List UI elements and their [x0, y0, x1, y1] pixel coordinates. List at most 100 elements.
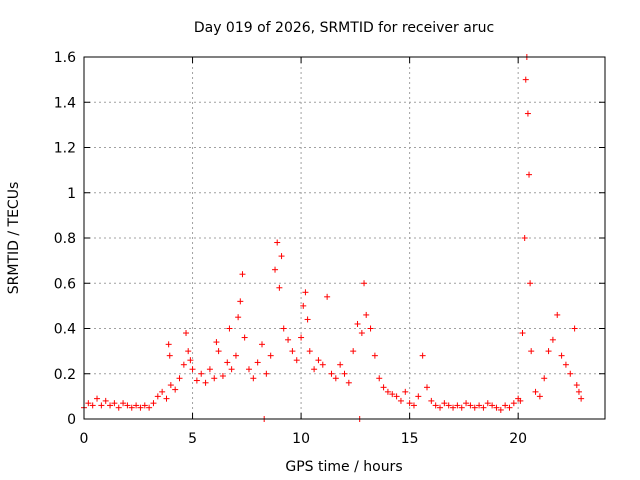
data-point [526, 171, 533, 178]
data-point [380, 384, 387, 391]
data-point [376, 375, 383, 382]
data-point [215, 348, 222, 355]
data-point [524, 110, 531, 117]
y-axis-label: SRMTID / TECUs [6, 182, 22, 295]
data-point [172, 386, 179, 393]
data-point [180, 361, 187, 368]
data-point [384, 388, 391, 395]
data-point [571, 325, 578, 332]
data-point [437, 404, 444, 411]
data-point [532, 388, 539, 395]
data-point [522, 76, 529, 83]
grid-lines [84, 57, 605, 419]
data-point [193, 377, 200, 384]
data-point [484, 400, 491, 407]
data-point [241, 334, 248, 341]
data-point [289, 348, 296, 355]
data-point [562, 361, 569, 368]
data-points [81, 54, 585, 422]
data-point [463, 400, 470, 407]
data-point [363, 311, 370, 318]
data-point [441, 400, 448, 407]
data-point [506, 404, 513, 411]
data-point [124, 402, 131, 409]
data-point [367, 325, 374, 332]
data-point [476, 402, 483, 409]
data-point [250, 375, 257, 382]
data-point [549, 336, 556, 343]
data-point [276, 284, 283, 291]
data-point [324, 293, 331, 300]
y-tick-label: 0.8 [54, 231, 76, 247]
data-point [423, 384, 430, 391]
data-point [278, 253, 285, 260]
data-point [159, 388, 166, 395]
data-point [254, 359, 261, 366]
data-point [521, 235, 528, 241]
data-point [102, 397, 109, 404]
data-point [528, 348, 535, 355]
data-point [337, 361, 344, 368]
data-point [163, 395, 170, 402]
x-axis-label: GPS time / hours [285, 459, 402, 475]
data-point [263, 370, 270, 377]
data-point [183, 330, 190, 337]
chart-title: Day 019 of 2026, SRMTID for receiver aru… [194, 20, 494, 36]
y-tick-label: 0 [67, 412, 76, 428]
data-point [554, 311, 561, 318]
data-point [467, 402, 474, 409]
data-point [573, 382, 580, 389]
data-point [458, 404, 465, 411]
data-point [298, 334, 305, 341]
data-point [319, 361, 326, 368]
x-tick-label: 10 [292, 431, 310, 447]
data-point [519, 330, 526, 337]
data-point [315, 357, 322, 364]
data-point [419, 352, 426, 359]
data-point [371, 352, 378, 359]
data-point [402, 388, 409, 395]
data-point [202, 379, 209, 386]
data-point [280, 325, 287, 332]
data-point [397, 397, 404, 404]
x-tick-label: 0 [80, 431, 89, 447]
data-point [141, 402, 148, 409]
data-point [120, 400, 127, 407]
data-point [471, 404, 478, 411]
data-point [189, 366, 196, 373]
data-point [239, 271, 246, 278]
data-point [389, 391, 396, 398]
x-tick-label: 20 [509, 431, 527, 447]
data-point [185, 348, 192, 355]
y-tick-label: 1 [67, 186, 76, 202]
data-point [293, 357, 300, 364]
data-point [213, 339, 220, 346]
data-point [304, 316, 311, 323]
data-point [350, 348, 357, 355]
data-point [358, 330, 365, 337]
data-point [94, 395, 101, 402]
data-point [545, 348, 552, 355]
data-point [311, 366, 318, 373]
data-point [361, 280, 368, 287]
data-point [575, 388, 582, 395]
data-point [133, 402, 140, 409]
data-point [406, 400, 413, 407]
data-point [285, 336, 292, 343]
data-point [272, 266, 279, 273]
data-point [232, 352, 239, 359]
data-point [245, 366, 252, 373]
data-point [98, 402, 105, 409]
data-point [328, 370, 335, 377]
data-point [137, 404, 144, 411]
data-point [567, 370, 574, 377]
data-point [226, 325, 233, 332]
y-tick-label: 0.2 [54, 367, 76, 383]
y-tick-label: 1.4 [54, 95, 76, 111]
data-point [259, 341, 266, 348]
data-point [454, 402, 461, 409]
data-point [332, 375, 339, 382]
data-point [146, 404, 153, 411]
data-point [300, 302, 307, 309]
